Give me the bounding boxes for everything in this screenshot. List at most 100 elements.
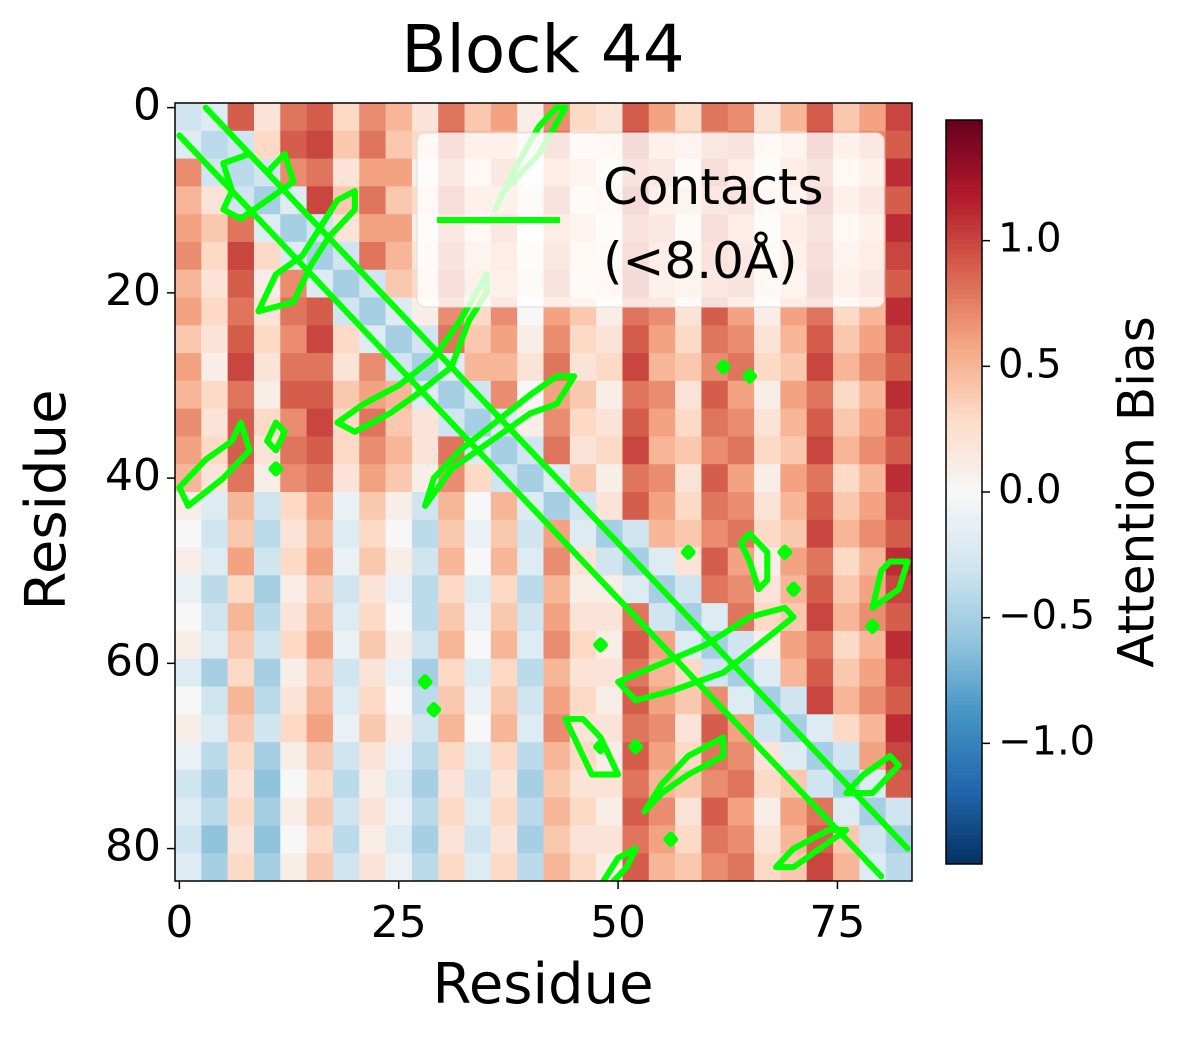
colorbar-segment <box>946 244 982 250</box>
heatmap-cell <box>675 519 702 549</box>
heatmap-cell <box>833 686 860 715</box>
heatmap-cell <box>253 714 281 743</box>
heatmap-cell <box>885 603 913 632</box>
heatmap-cell <box>227 853 255 882</box>
heatmap-cell <box>306 158 334 187</box>
heatmap-cell <box>438 853 466 882</box>
heatmap-cell <box>622 353 650 382</box>
heatmap-cell <box>411 436 439 465</box>
colorbar-segment <box>946 844 982 850</box>
heatmap-cell <box>780 436 808 465</box>
heatmap-cell <box>569 603 597 632</box>
heatmap-cell <box>227 769 255 799</box>
heatmap-cell <box>833 853 860 882</box>
colorbar-tick-label: 0.0 <box>998 467 1062 513</box>
heatmap-cell <box>833 575 860 604</box>
heatmap-cell <box>201 408 229 437</box>
heatmap-cell <box>517 325 544 354</box>
heatmap-cell <box>359 686 387 715</box>
heatmap-cell <box>280 797 308 826</box>
heatmap-cell <box>227 630 255 660</box>
heatmap-cell <box>359 658 387 687</box>
heatmap-cell <box>201 575 229 604</box>
heatmap-cell <box>332 353 360 382</box>
heatmap-cell <box>227 241 255 271</box>
heatmap-cell <box>201 630 229 660</box>
heatmap-cell <box>385 103 413 132</box>
heatmap-cell <box>306 797 334 826</box>
heatmap-cell <box>780 325 808 354</box>
heatmap-cell <box>227 658 255 687</box>
colorbar-segment <box>946 308 982 314</box>
colorbar-segment <box>946 363 982 369</box>
heatmap-cell <box>885 492 913 521</box>
heatmap-cell <box>885 658 913 687</box>
colorbar-segment <box>946 338 982 344</box>
heatmap-cell <box>280 853 308 882</box>
heatmap-cell <box>622 436 650 465</box>
colorbar-segment <box>946 139 982 146</box>
heatmap-cell <box>859 658 887 687</box>
colorbar-segment <box>946 665 982 672</box>
heatmap-cell <box>543 325 571 354</box>
contact-contour <box>865 618 880 634</box>
heatmap-cell <box>754 769 781 799</box>
heatmap-cell <box>622 714 650 743</box>
chart-title: Block 44 <box>401 11 684 88</box>
contact-contour <box>641 734 727 815</box>
heatmap-cell <box>359 519 387 549</box>
colorbar-segment <box>946 348 982 354</box>
heatmap-cell <box>359 547 387 576</box>
heatmap-cell <box>411 630 439 660</box>
heatmap-cell <box>201 380 229 410</box>
colorbar-segment <box>946 328 982 334</box>
heatmap-cell <box>306 408 334 437</box>
heatmap-cell <box>596 380 623 410</box>
heatmap-cell <box>806 630 834 660</box>
heatmap-cell <box>201 297 229 326</box>
heatmap-cell <box>306 436 334 465</box>
colorbar-segment <box>946 561 982 567</box>
heatmap-cell <box>833 547 860 576</box>
heatmap-cell <box>227 380 255 410</box>
heatmap-cell <box>385 742 413 771</box>
heatmap-cell <box>727 103 755 132</box>
heatmap-cell <box>359 130 387 160</box>
heatmap-cell <box>306 714 334 743</box>
x-tick-label: 25 <box>371 897 427 948</box>
heatmap-cell <box>622 575 650 604</box>
colorbar-segment <box>946 675 982 681</box>
heatmap-cell <box>543 547 571 576</box>
colorbar-segment <box>946 650 982 657</box>
colorbar-segment <box>946 774 982 781</box>
heatmap-cell <box>332 658 360 687</box>
heatmap-cell <box>517 603 544 632</box>
heatmap-cell <box>438 630 466 660</box>
colorbar-segment <box>946 462 982 468</box>
colorbar-segment <box>946 819 982 825</box>
colorbar-segment <box>946 645 982 652</box>
heatmap-cell <box>490 686 518 715</box>
heatmap-cell <box>306 297 334 326</box>
colorbar-segment <box>946 804 982 810</box>
heatmap-cell <box>201 797 229 826</box>
heatmap-cell <box>359 603 387 632</box>
heatmap-cell <box>332 630 360 660</box>
colorbar-segment <box>946 640 982 647</box>
heatmap-cell <box>227 603 255 632</box>
heatmap-cell <box>227 519 255 549</box>
colorbar-segment <box>946 392 982 399</box>
heatmap-cell <box>332 575 360 604</box>
heatmap-cell <box>727 797 755 826</box>
heatmap-cell <box>438 575 466 604</box>
colorbar-segment <box>946 164 982 171</box>
heatmap-cell <box>543 436 571 465</box>
colorbar-segment <box>946 720 982 726</box>
legend-box <box>416 132 885 308</box>
heatmap-cell <box>885 853 913 882</box>
heatmap-cell <box>490 853 518 882</box>
heatmap-cell <box>648 603 676 632</box>
heatmap-cell <box>332 714 360 743</box>
heatmap-cell <box>253 603 281 632</box>
heatmap-cell <box>385 825 413 854</box>
